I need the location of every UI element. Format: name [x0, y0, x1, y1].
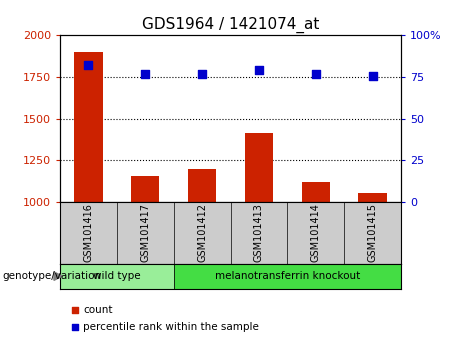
Text: melanotransferrin knockout: melanotransferrin knockout [215, 271, 360, 281]
Bar [188, 169, 216, 202]
Point [85, 63, 92, 68]
Bar [245, 133, 273, 202]
Title: GDS1964 / 1421074_at: GDS1964 / 1421074_at [142, 16, 319, 33]
Text: GSM101414: GSM101414 [311, 203, 321, 262]
Point [369, 73, 376, 79]
Point [198, 72, 206, 77]
Bar [60, 264, 174, 289]
Bar [358, 193, 387, 202]
Bar [301, 182, 330, 202]
Text: GSM101416: GSM101416 [83, 203, 94, 262]
Text: GSM101415: GSM101415 [367, 203, 378, 262]
Text: percentile rank within the sample: percentile rank within the sample [83, 322, 259, 332]
Bar [74, 52, 102, 202]
Bar [174, 264, 401, 289]
Point [312, 72, 319, 77]
Text: count: count [83, 305, 112, 315]
Polygon shape [54, 272, 62, 280]
Text: wild type: wild type [93, 271, 141, 281]
Point [142, 72, 149, 77]
Text: GSM101413: GSM101413 [254, 203, 264, 262]
Bar [131, 176, 160, 202]
Text: GSM101412: GSM101412 [197, 203, 207, 262]
Text: GSM101417: GSM101417 [140, 203, 150, 262]
Point [255, 68, 263, 73]
Text: genotype/variation: genotype/variation [2, 271, 101, 281]
